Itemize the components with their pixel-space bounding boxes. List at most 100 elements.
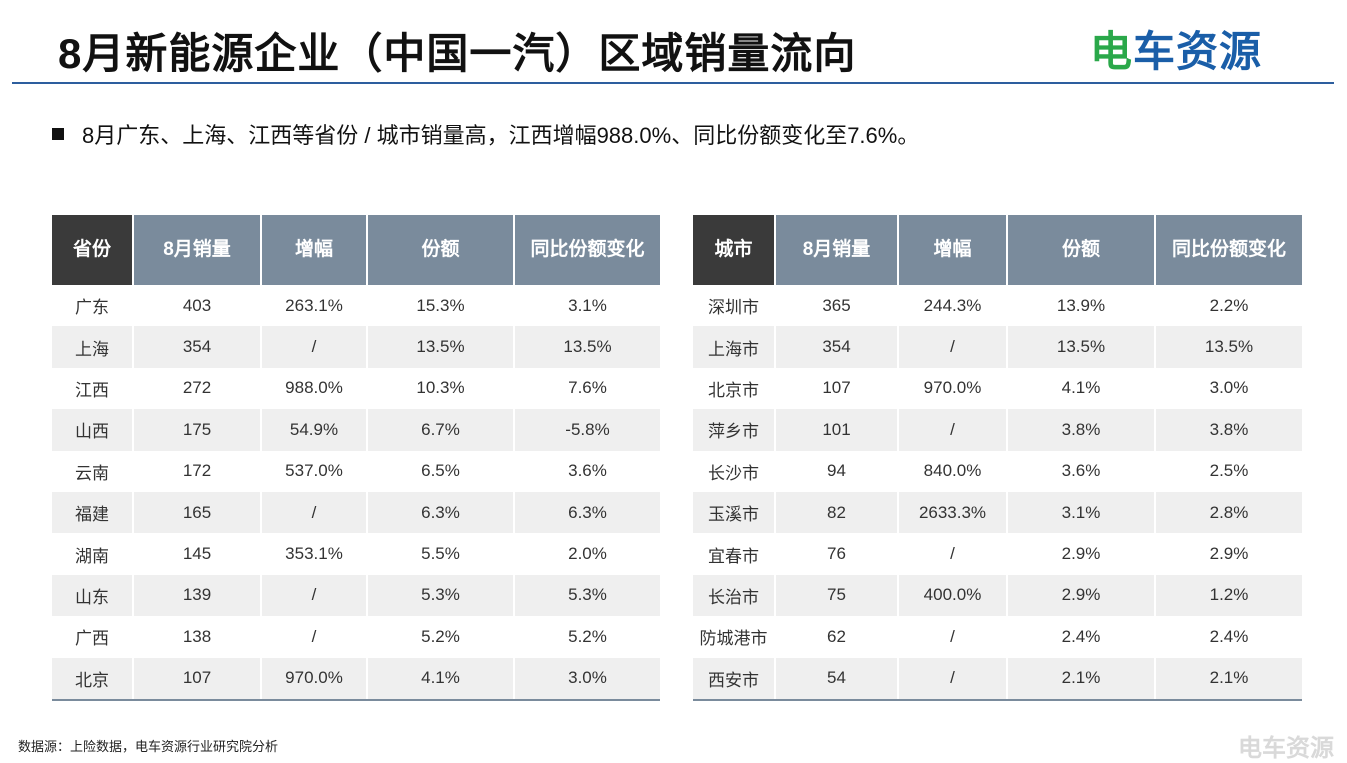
city-table-cell: 2.9% (1007, 533, 1156, 575)
city-table-cell: 防城港市 (693, 616, 776, 658)
province-table-cell: 6.3% (514, 491, 660, 534)
province-table: 省份 8月销量 增幅 份额 同比份额变化 广东 403 263.1% 15.3% 3.1% 上海 3… (52, 215, 660, 701)
city-table-cell: 62 (775, 616, 899, 658)
province-table-row: 山西 175 54.9% 6.7% -5.8% (52, 409, 660, 451)
province-table-cell: 3.0% (514, 657, 660, 701)
province-table-cell: 江西 (52, 367, 134, 410)
province-table-cell: 165 (133, 491, 262, 534)
province-table-cell: 107 (133, 657, 262, 701)
province-table-cell: / (261, 616, 368, 658)
province-table-cell: 272 (133, 367, 262, 410)
city-table-row: 北京市 107 970.0% 4.1% 3.0% (693, 367, 1302, 410)
province-table-body: 广东 403 263.1% 15.3% 3.1% 上海 354/13.5% 13.5% 江西 27… (52, 285, 660, 701)
summary-text: 8月广东、上海、江西等省份 / 城市销量高，江西增幅988.0%、同比份额变化至… (82, 123, 920, 148)
city-table-cell: 长治市 (693, 574, 776, 617)
logo-part-2: 车资源 (1133, 28, 1263, 75)
province-header-cell: 省份 (52, 215, 134, 285)
province-header-cell: 增幅 (261, 215, 368, 285)
province-table-cell: 5.3% (367, 574, 515, 617)
city-table-cell: 3.8% (1007, 409, 1156, 451)
province-table-cell: 403 (133, 285, 262, 327)
province-table-cell: 6.7% (367, 409, 515, 451)
province-table-cell: 145 (133, 533, 262, 575)
city-table-cell: 3.8% (1155, 409, 1302, 451)
province-table-cell: 138 (133, 616, 262, 658)
city-header-cell: 同比份额变化 (1155, 215, 1302, 285)
title-divider (12, 82, 1334, 84)
city-table-cell: 2.9% (1209, 544, 1249, 564)
city-table-cell: 宜春市 (693, 533, 776, 575)
province-header-cell: 同比份额变化 (514, 215, 660, 285)
city-table-cell: 西安市 (693, 657, 776, 701)
city-table-cell: 2.4% (1007, 616, 1156, 658)
province-table-cell: 4.1% (367, 657, 515, 701)
province-table-cell: 北京 (52, 657, 134, 701)
city-table-cell: 2.8% (1155, 491, 1302, 534)
province-table-cell: 6.3% (367, 491, 515, 534)
province-table-row: 上海 354/13.5% 13.5% (52, 326, 660, 368)
city-table-row: 上海市 354/13.5% 13.5% (693, 326, 1302, 368)
city-table: 城市 8月销量 增幅 份额 同比份额变化 深圳市 365 244.3% 13.9% 2.2% 上海… (693, 215, 1302, 701)
province-table-cell: 263.1% (261, 285, 368, 327)
city-table-cell: / (898, 533, 1008, 575)
city-table-cell: 3.6% (1007, 450, 1156, 492)
city-table-cell: 长沙市 (693, 450, 776, 492)
city-table-cell: / (898, 657, 1008, 701)
city-table-cell: 2.1% (1155, 657, 1302, 701)
city-table-cell: 75 (775, 574, 899, 617)
province-table-cell: 云南 (52, 450, 134, 492)
province-table-cell: 10.3% (367, 367, 515, 410)
province-table-cell: 7.6% (568, 378, 607, 398)
city-table-row: 深圳市 365 244.3% 13.9% 2.2% (693, 285, 1302, 327)
city-table-cell: 2633.3% (898, 491, 1008, 534)
province-table-cell: 山西 (52, 409, 134, 451)
province-table-cell: 湖南 (52, 533, 134, 575)
province-table-cell: / (261, 491, 368, 534)
city-table-cell: 76 (775, 533, 899, 575)
city-table-cell: / (898, 326, 1008, 368)
city-table-cell: 1.2% (1155, 574, 1302, 617)
province-table-row: 云南 172 537.0% 6.5% 3.6% (52, 450, 660, 492)
city-table-cell: / (898, 616, 1008, 658)
city-table-cell: 54 (775, 657, 899, 701)
province-table-cell: -5.8% (514, 409, 660, 451)
watermark-logo: 电车资源 (1238, 735, 1334, 762)
city-header-cell: 城市 (693, 215, 776, 285)
logo-part-1: 电 (1090, 28, 1134, 75)
bullet-square-icon (52, 128, 64, 140)
city-table-cell: 107 (775, 367, 899, 410)
city-table-header: 城市 8月销量 增幅 份额 同比份额变化 (693, 215, 1302, 285)
province-table-row: 湖南 145 353.1% 5.5% 2.0% (52, 533, 660, 575)
city-table-cell: 2.2% (1209, 295, 1249, 315)
province-table-cell: 13.5% (514, 326, 660, 368)
city-table-cell: 上海市 (693, 326, 776, 368)
province-table-cell: 175 (133, 409, 262, 451)
province-table-cell: 139 (133, 574, 262, 617)
city-header-cell: 8月销量 (775, 215, 899, 285)
city-table-cell: 13.5% (1155, 326, 1302, 368)
summary-bullet: 8月广东、上海、江西等省份 / 城市销量高，江西增幅988.0%、同比份额变化至… (52, 118, 919, 150)
province-table-cell: 广东 (52, 285, 134, 327)
province-table-cell: 537.0% (261, 450, 368, 492)
province-table-cell: / (261, 574, 368, 617)
province-table-cell: 15.3% (367, 285, 515, 327)
province-table-row: 江西 272 988.0% 10.3% 7.6% (52, 367, 660, 410)
brand-logo: 电车资源 (1090, 18, 1262, 79)
city-table-cell: 354 (775, 326, 899, 368)
city-table-cell: 101 (775, 409, 899, 451)
province-table-cell: 13.5% (367, 326, 515, 368)
city-table-cell: 13.9% (1007, 285, 1156, 327)
city-header-cell: 增幅 (898, 215, 1008, 285)
city-table-cell: 2.1% (1007, 657, 1156, 701)
province-table-cell: 福建 (52, 491, 134, 534)
province-table-cell: 5.2% (568, 626, 607, 646)
province-table-cell: 970.0% (261, 657, 368, 701)
city-table-cell: 玉溪市 (693, 491, 776, 534)
province-table-cell: 5.3% (514, 574, 660, 617)
province-table-cell: 上海 (52, 326, 134, 368)
city-table-cell: 365 (775, 285, 899, 327)
city-table-cell: 北京市 (693, 367, 776, 410)
province-table-cell: 3.6% (568, 461, 607, 481)
city-table-cell: 3.1% (1007, 491, 1156, 534)
province-table-cell: 172 (133, 450, 262, 492)
